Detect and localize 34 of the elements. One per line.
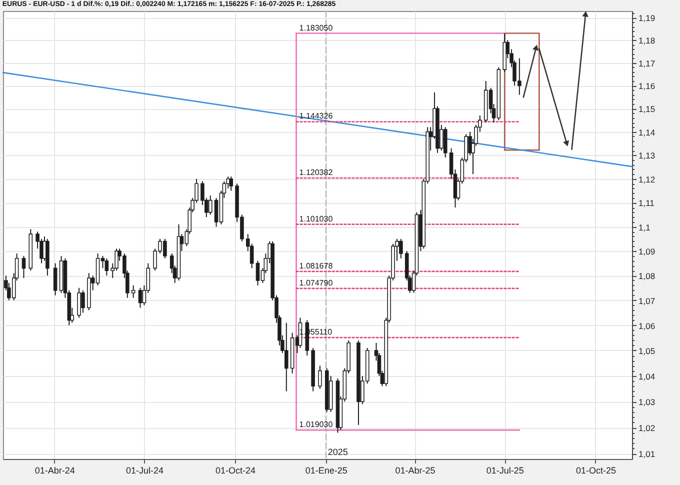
y-tick-label: 1,18 (638, 36, 656, 46)
y-tick-label: 1,02 (638, 423, 656, 434)
y-tick-label: 1,14 (638, 127, 656, 138)
data-label: 1.144326 (299, 112, 334, 121)
x-tick-label: 01-Jul-25 (486, 466, 524, 476)
y-tick-label: 1,1 (638, 222, 651, 232)
y-tick-label: 1,06 (638, 320, 656, 331)
y-tick-label: 1,08 (638, 271, 656, 282)
x-tick-label: 01-Abr-25 (395, 466, 436, 476)
data-label: 1.081678 (299, 261, 334, 270)
y-tick-label: 1,04 (638, 371, 656, 382)
y-tick-label: 1,07 (638, 296, 656, 306)
data-label: 1.074790 (299, 278, 334, 288)
x-tick-label: 01-Oct-25 (576, 466, 616, 476)
y-tick-label: 1,11 (638, 198, 655, 208)
y-tick-label: 1,01 (638, 449, 656, 460)
y-tick-label: 1,19 (638, 13, 656, 24)
y-tick-label: 1,16 (638, 81, 656, 92)
y-tick-label: 1,03 (638, 397, 656, 408)
x-tick-label: 01-Ene-25 (305, 466, 348, 476)
y-tick-label: 1,15 (638, 104, 656, 114)
y-tick-label: 1,13 (638, 150, 656, 161)
ref-line-label: 2025 (328, 447, 348, 457)
data-label: 1.120382 (299, 168, 334, 177)
x-tick-label: 01-Oct-24 (216, 466, 256, 476)
y-tick-label: 1,05 (638, 346, 656, 356)
data-label: 1.019030 (299, 420, 334, 430)
y-tick-label: 1,09 (638, 246, 656, 257)
data-label: 1.183050 (299, 23, 334, 32)
y-tick-label: 1,12 (638, 174, 656, 184)
y-tick-label: 1,17 (638, 58, 656, 68)
x-tick-label: 01-Jul-24 (126, 466, 164, 476)
x-tick-label: 01-Abr-24 (34, 466, 75, 476)
data-label: 1.101030 (299, 214, 334, 224)
